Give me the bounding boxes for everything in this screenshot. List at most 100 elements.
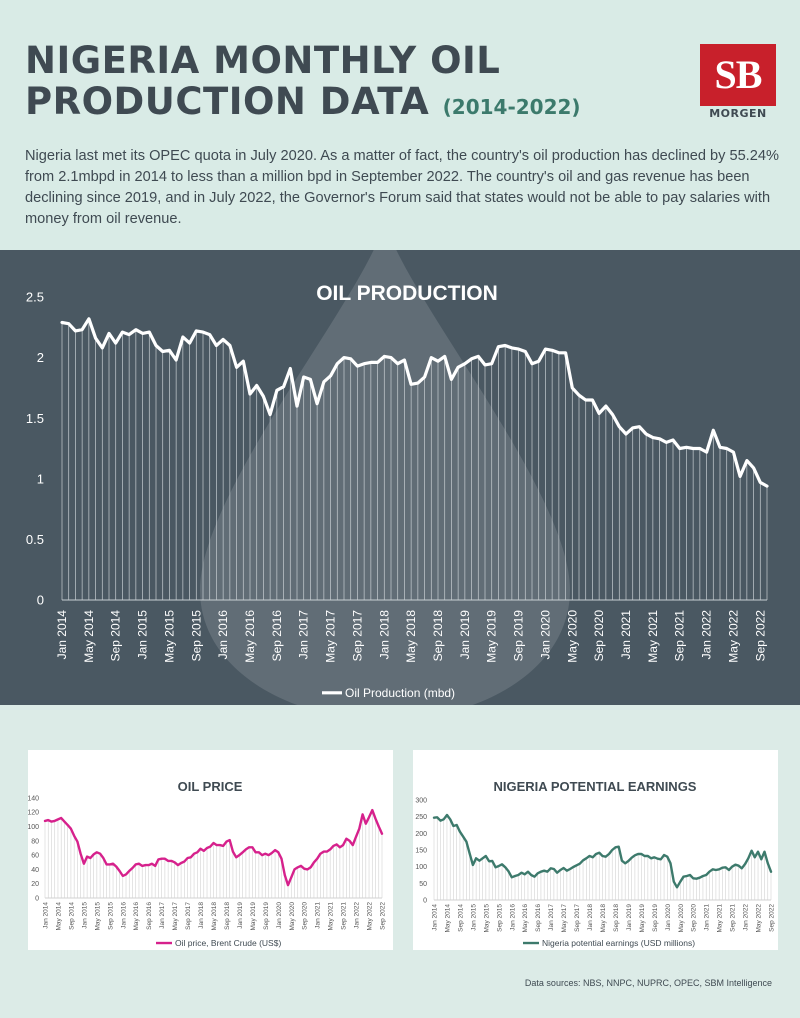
data-point (310, 379, 311, 380)
data-point (339, 847, 340, 848)
data-point (263, 396, 264, 397)
x-tick-label: May 2017 (172, 902, 179, 931)
data-point (433, 817, 434, 818)
x-tick-label: Sep 2020 (691, 904, 698, 932)
x-tick-label: Sep 2014 (68, 902, 75, 930)
data-point (632, 427, 633, 428)
data-point (171, 860, 172, 861)
data-point (618, 846, 619, 847)
data-point (693, 878, 694, 879)
x-tick-label: Jan 2018 (377, 610, 391, 660)
oil-price-chart-frame: OIL PRICE 140 120 100 80 60 40 20 0 Jan 2014 May 2… (28, 750, 393, 950)
data-point (149, 332, 150, 333)
data-point (722, 867, 723, 868)
data-point (602, 855, 603, 856)
data-point (498, 865, 499, 866)
data-point (77, 841, 78, 842)
y-tick-label: 0 (35, 895, 39, 902)
data-point (155, 865, 156, 866)
data-point (443, 819, 444, 820)
data-point (216, 345, 217, 346)
data-point (646, 433, 647, 434)
data-point (599, 852, 600, 853)
data-point (82, 329, 83, 330)
chart-title: OIL PRICE (178, 779, 243, 794)
x-tick-label: Sep 2021 (673, 610, 687, 662)
data-point (349, 840, 350, 841)
data-point (226, 841, 227, 842)
data-point (525, 351, 526, 352)
y-tick-label: 20 (31, 881, 39, 888)
x-tick-label: Jan 2021 (619, 610, 633, 660)
data-point (706, 452, 707, 453)
data-point (370, 362, 371, 363)
data-point (307, 869, 308, 870)
x-tick-label: May 2014 (444, 904, 451, 933)
x-tick-label: Jan 2015 (136, 610, 150, 660)
data-point (256, 385, 257, 386)
x-tick-label: Sep 2018 (613, 904, 620, 932)
data-point (733, 452, 734, 453)
data-point (440, 820, 441, 821)
x-tick-label: May 2021 (717, 904, 724, 933)
x-tick-label: May 2019 (250, 902, 257, 931)
data-point (236, 367, 237, 368)
data-point (384, 356, 385, 357)
data-point (343, 357, 344, 358)
data-point (155, 345, 156, 346)
data-point (135, 864, 136, 865)
x-tick-label: Sep 2018 (224, 902, 231, 930)
data-point (511, 347, 512, 348)
y-tick-label: 0 (37, 593, 44, 608)
x-tick-label: May 2014 (55, 902, 62, 931)
data-point (479, 860, 480, 861)
x-tick-label: Sep 2015 (107, 902, 114, 930)
data-point (268, 855, 269, 856)
data-point (592, 399, 593, 400)
data-point (521, 872, 522, 873)
data-point (357, 365, 358, 366)
x-tick-label: May 2016 (243, 610, 257, 663)
data-point (70, 828, 71, 829)
data-point (585, 399, 586, 400)
data-point (180, 862, 181, 863)
x-tick-label: May 2016 (522, 904, 529, 933)
data-point (125, 874, 126, 875)
data-point (582, 860, 583, 861)
y-tick-label: 1.5 (26, 411, 44, 426)
data-point (296, 405, 297, 406)
y-tick-label: 200 (415, 831, 427, 838)
data-point (767, 863, 768, 864)
data-point (61, 322, 62, 323)
data-point (242, 852, 243, 853)
data-point (262, 855, 263, 856)
data-point (686, 875, 687, 876)
data-point (278, 852, 279, 853)
data-point (531, 874, 532, 875)
data-point (471, 358, 472, 359)
data-point (368, 817, 369, 818)
data-point (538, 361, 539, 362)
data-point (446, 814, 447, 815)
logo-letters: SB (700, 44, 776, 106)
header: NIGERIA MONTHLY OIL PRODUCTION DATA (201… (0, 0, 800, 250)
data-point (666, 442, 667, 443)
data-point (44, 820, 45, 821)
data-point (495, 867, 496, 868)
data-point (760, 482, 761, 483)
x-tick-label: Jan 2016 (216, 610, 230, 660)
data-point (274, 850, 275, 851)
data-point (595, 853, 596, 854)
data-point (719, 869, 720, 870)
data-point (106, 864, 107, 865)
y-tick-label: 120 (28, 810, 39, 817)
data-point (651, 858, 652, 859)
data-point (746, 460, 747, 461)
data-point (565, 352, 566, 353)
data-point (96, 852, 97, 853)
data-point (683, 876, 684, 877)
data-point (437, 817, 438, 818)
data-point (189, 342, 190, 343)
data-point (652, 437, 653, 438)
x-tick-label: Jan 2017 (159, 902, 166, 929)
